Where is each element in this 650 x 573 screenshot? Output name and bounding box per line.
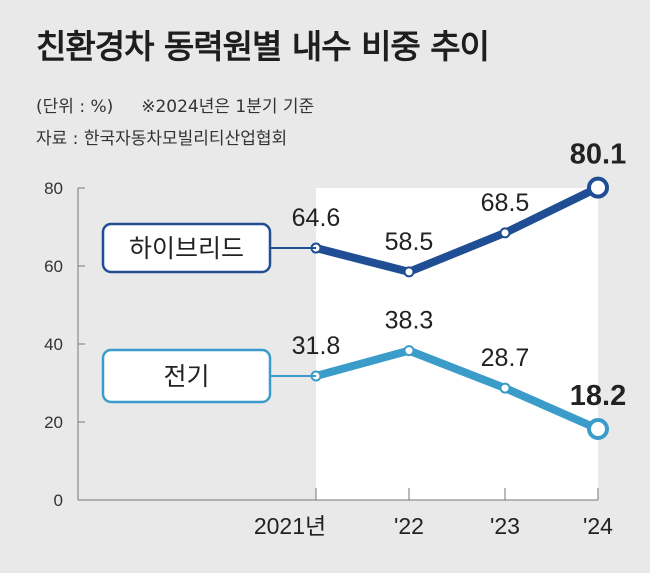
plot-highlight-panel: [316, 188, 598, 500]
data-label: 31.8: [292, 332, 341, 360]
data-label: 80.1: [570, 139, 626, 171]
x-tick-label: '22: [394, 513, 424, 539]
series-line-0: [312, 183, 602, 276]
y-tick-label: 60: [44, 257, 63, 276]
period-note: ※2024년은 1분기 기준: [141, 97, 315, 117]
y-tick-label: 80: [44, 179, 63, 198]
data-point: [499, 382, 511, 394]
data-label: 18.2: [570, 380, 626, 412]
series-line-1: [312, 346, 602, 434]
legend-label: 하이브리드: [129, 234, 244, 263]
chart-title: 친환경차 동력원별 내수 비중 추이: [36, 27, 490, 66]
data-point: [499, 227, 511, 239]
data-point: [403, 266, 415, 278]
data-label: 64.6: [292, 204, 341, 232]
data-point: [587, 176, 609, 199]
data-point: [587, 418, 609, 441]
data-label: 28.7: [481, 344, 530, 372]
legend-box-1: [101, 348, 272, 404]
y-tick-label: 40: [44, 335, 63, 354]
y-tick-label: 20: [44, 413, 63, 432]
legend-label: 전기: [163, 362, 209, 391]
data-point: [403, 345, 415, 357]
source-note: 자료 : 한국자동차모빌리티산업협회: [36, 129, 288, 149]
x-tick-label: '24: [583, 513, 613, 539]
data-label: 68.5: [481, 189, 530, 217]
unit-note: (단위 : %): [36, 97, 114, 117]
chart-notes: (단위 : %) ※2024년은 1분기 기준: [36, 92, 314, 117]
x-tick-label: 2021년: [254, 513, 326, 539]
data-label: 38.3: [385, 307, 434, 335]
x-tick-label: '23: [490, 513, 520, 539]
y-tick-label: 0: [54, 491, 63, 510]
legend-box-0: [101, 222, 272, 274]
data-label: 58.5: [385, 228, 434, 256]
